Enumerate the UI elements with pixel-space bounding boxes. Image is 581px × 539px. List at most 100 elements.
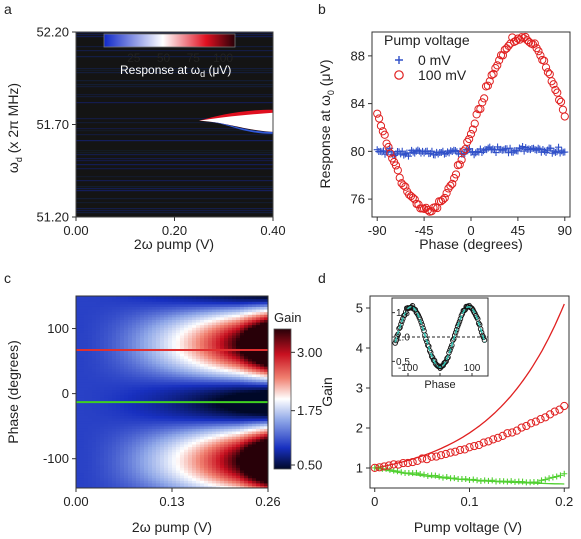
heat-cell [248, 462, 253, 466]
heat-cell [112, 371, 117, 375]
heat-cell [152, 376, 157, 380]
heat-cell [184, 389, 189, 393]
heat-cell [144, 306, 149, 310]
heat-cell [204, 404, 209, 409]
heat-cell [176, 394, 181, 398]
heat-cell [220, 433, 225, 437]
circle-point [555, 405, 564, 414]
heat-cell [264, 441, 268, 445]
panel-c-xtick-label-1: 0.13 [159, 494, 184, 509]
heat-cell [196, 384, 201, 388]
heat-cell [260, 441, 265, 445]
heat-cell [148, 350, 153, 354]
heat-cell [240, 454, 245, 458]
heat-cell [188, 321, 193, 326]
circle-point [373, 109, 382, 118]
heat-cell [224, 441, 229, 445]
heat-cell [84, 475, 89, 479]
heat-cell [184, 451, 189, 455]
heat-cell [264, 412, 268, 416]
heat-cell [92, 410, 97, 414]
heat-cell [96, 462, 101, 466]
heat-cell [196, 464, 201, 468]
circle-point [395, 173, 404, 182]
heat-cell [140, 464, 145, 468]
heat-cell [144, 321, 149, 326]
heat-cell [92, 423, 97, 427]
heat-cell [188, 389, 193, 393]
circle-point [530, 39, 539, 48]
heat-cell [240, 394, 245, 398]
heat-cell [112, 420, 117, 424]
circle-point [413, 456, 422, 466]
heat-cell [216, 350, 221, 354]
heat-cell [172, 459, 177, 463]
heat-cell [232, 355, 237, 359]
heat-cell [100, 446, 105, 450]
heat-cell [92, 389, 97, 393]
heat-cell [176, 428, 181, 432]
heat-cell [84, 456, 89, 461]
heat-cell [120, 368, 125, 372]
heat-cell [92, 456, 97, 461]
heat-cell [124, 428, 129, 432]
heat-cell [164, 319, 169, 323]
heat-cell [188, 373, 193, 378]
heat-cell [100, 350, 105, 354]
heat-cell [248, 350, 253, 354]
heat-cell [140, 363, 145, 367]
heat-cell [156, 467, 161, 471]
heat-cell [96, 436, 101, 440]
heat-cell [172, 355, 177, 359]
heat-cell [112, 384, 117, 388]
heat-cell [180, 381, 185, 385]
plus-point [436, 473, 443, 480]
heat-cell [252, 360, 257, 365]
heat-cell [128, 389, 133, 393]
heat-cell [252, 485, 257, 488]
heat-cell [260, 366, 265, 370]
heat-cell [228, 308, 233, 313]
heat-cell [228, 303, 233, 307]
heat-cell [248, 311, 253, 315]
heat-cell [248, 485, 253, 488]
heat-cell [148, 298, 153, 302]
heat-cell [104, 311, 109, 315]
heat-cell [260, 464, 265, 468]
heat-cell [248, 417, 253, 422]
heat-cell [96, 464, 101, 468]
heat-cell [216, 321, 221, 326]
heat-cell [220, 327, 225, 331]
heat-cell [104, 441, 109, 445]
heat-cell [220, 456, 225, 461]
heat-cell [136, 314, 141, 318]
plus-point [551, 148, 559, 156]
heat-cell [240, 475, 245, 479]
heat-cell [88, 425, 93, 429]
heat-cell [232, 366, 237, 370]
heat-cell [124, 379, 129, 383]
heat-cell [192, 379, 197, 383]
heat-cell [200, 459, 205, 463]
heat-cell [108, 415, 113, 419]
heat-cell [256, 428, 261, 432]
heat-cell [256, 329, 261, 333]
heat-cell [188, 436, 193, 440]
heat-cell [240, 332, 245, 336]
heat-cell [76, 360, 81, 365]
heat-cell [200, 371, 205, 375]
heat-cell [80, 296, 85, 300]
heat-cell [84, 433, 89, 437]
heat-cell [244, 459, 249, 463]
heat-cell [260, 402, 265, 406]
heat-cell [180, 337, 185, 341]
heat-cell [208, 443, 213, 448]
heat-cell [128, 428, 133, 432]
heat-cell [200, 485, 205, 488]
heat-cell [156, 376, 161, 380]
heat-cell [248, 379, 253, 383]
heat-cell [152, 446, 157, 450]
heat-cell [140, 404, 145, 409]
plus-point [432, 472, 439, 479]
